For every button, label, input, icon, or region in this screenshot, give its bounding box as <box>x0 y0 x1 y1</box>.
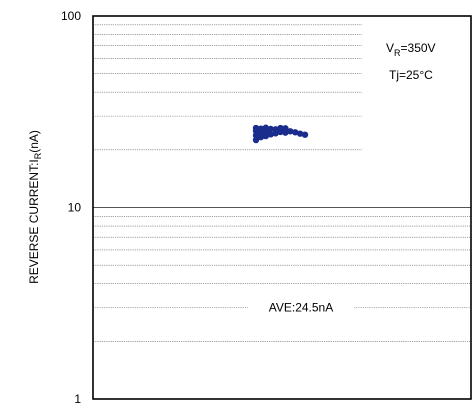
average-label: AVE:24.5nA <box>269 301 334 315</box>
condition-tj: Tj=25°C <box>389 68 433 82</box>
y-axis-label: REVERSE CURRENT:IR(nA) <box>27 130 43 284</box>
data-point <box>296 130 304 137</box>
data-point <box>257 133 265 141</box>
data-point <box>292 129 299 136</box>
data-point <box>301 131 309 138</box>
data-point <box>252 132 260 139</box>
plot-frame <box>92 15 472 400</box>
data-point <box>287 128 294 135</box>
y-tick-label: 100 <box>61 9 81 23</box>
grid-lines <box>93 24 471 342</box>
data-point <box>282 125 289 132</box>
data-point <box>267 125 274 133</box>
y-tick-label: 1 <box>74 392 81 406</box>
data-point <box>267 131 274 138</box>
condition-vr: VR=350V <box>386 41 436 58</box>
y-axis-ticks: 1 10 100 <box>61 9 81 406</box>
data-point <box>272 126 279 133</box>
y-tick-label: 10 <box>68 201 82 215</box>
data-point <box>252 136 260 144</box>
data-points <box>252 124 309 144</box>
data-point <box>262 132 269 140</box>
data-point <box>277 124 284 132</box>
data-point <box>262 124 269 131</box>
data-point <box>257 125 265 132</box>
data-point <box>252 124 260 132</box>
